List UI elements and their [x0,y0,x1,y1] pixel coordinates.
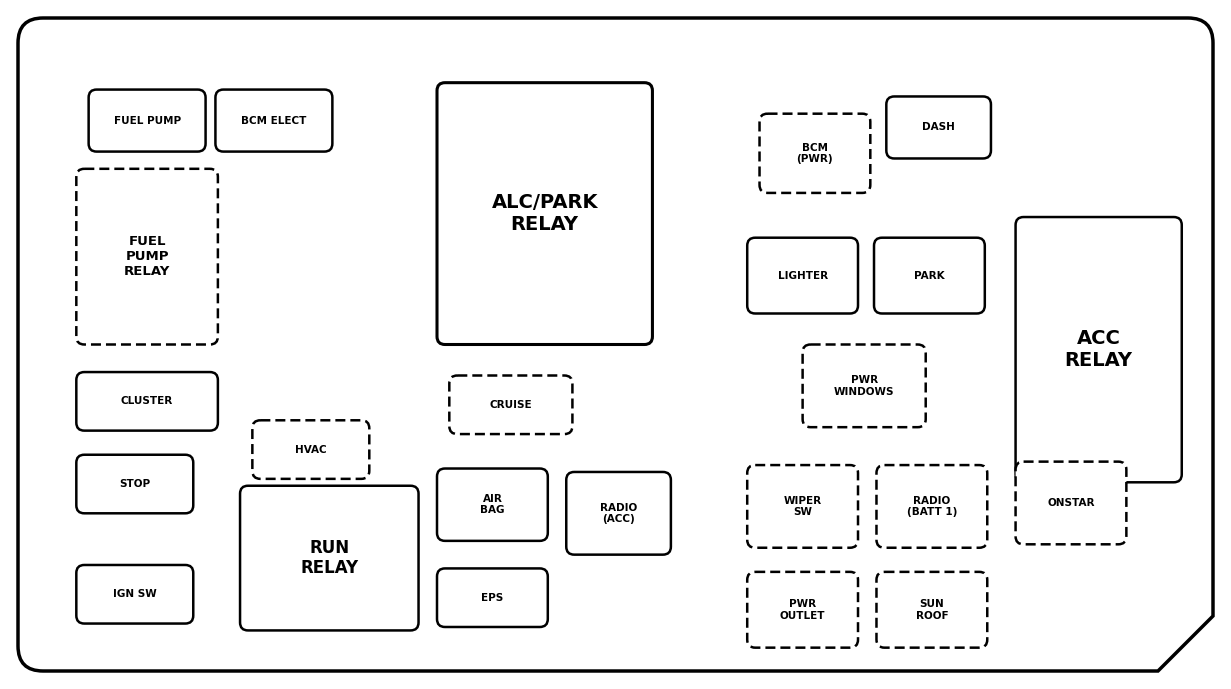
FancyBboxPatch shape [874,238,985,313]
FancyBboxPatch shape [240,486,419,630]
Text: ACC
RELAY: ACC RELAY [1065,329,1133,370]
Text: ONSTAR: ONSTAR [1048,498,1094,508]
FancyBboxPatch shape [803,344,926,427]
FancyBboxPatch shape [876,572,987,648]
Text: WIPER
SW: WIPER SW [784,495,821,517]
Text: DASH: DASH [922,123,955,132]
FancyBboxPatch shape [747,572,858,648]
FancyBboxPatch shape [76,372,218,431]
FancyBboxPatch shape [76,455,193,513]
Text: SUN
ROOF: SUN ROOF [916,599,948,621]
Text: CLUSTER: CLUSTER [121,396,174,407]
Text: RUN
RELAY: RUN RELAY [300,539,358,577]
Text: BCM ELECT: BCM ELECT [241,116,307,125]
Text: PWR
OUTLET: PWR OUTLET [780,599,825,621]
Text: FUEL
PUMP
RELAY: FUEL PUMP RELAY [124,235,170,278]
Text: PWR
WINDOWS: PWR WINDOWS [833,375,895,397]
Text: IGN SW: IGN SW [113,589,156,599]
Text: PARK: PARK [915,271,944,280]
FancyBboxPatch shape [89,90,206,152]
FancyBboxPatch shape [76,169,218,344]
FancyBboxPatch shape [437,568,548,627]
FancyBboxPatch shape [886,96,991,158]
FancyBboxPatch shape [747,465,858,548]
PathPatch shape [18,18,1213,671]
Text: HVAC: HVAC [295,444,326,455]
Text: ALC/PARK
RELAY: ALC/PARK RELAY [491,193,598,234]
Text: CRUISE: CRUISE [490,400,532,410]
FancyBboxPatch shape [566,472,671,555]
FancyBboxPatch shape [747,238,858,313]
FancyBboxPatch shape [876,465,987,548]
Text: RADIO
(ACC): RADIO (ACC) [599,502,638,524]
FancyBboxPatch shape [252,420,369,479]
FancyBboxPatch shape [760,114,870,193]
Text: STOP: STOP [119,479,150,489]
FancyBboxPatch shape [437,83,652,344]
FancyBboxPatch shape [1016,217,1182,482]
Text: AIR
BAG: AIR BAG [480,494,505,515]
FancyBboxPatch shape [1016,462,1126,544]
FancyBboxPatch shape [215,90,332,152]
Text: EPS: EPS [481,593,503,603]
Text: RADIO
(BATT 1): RADIO (BATT 1) [907,495,956,517]
FancyBboxPatch shape [437,469,548,541]
FancyBboxPatch shape [449,376,572,434]
Text: FUEL PUMP: FUEL PUMP [113,116,181,125]
Text: BCM
(PWR): BCM (PWR) [796,143,833,164]
FancyBboxPatch shape [76,565,193,624]
Text: LIGHTER: LIGHTER [778,271,827,280]
